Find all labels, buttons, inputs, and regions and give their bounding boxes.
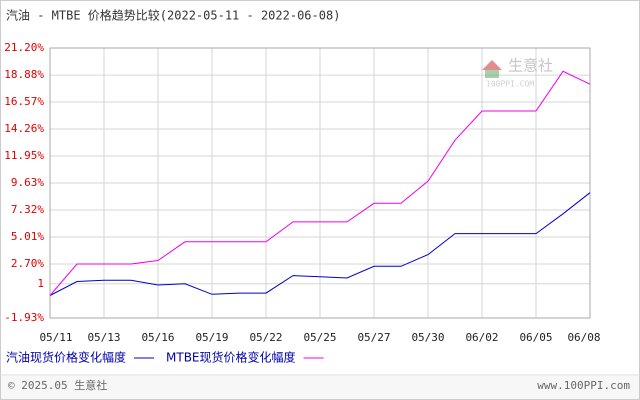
chart-title: 汽油 - MTBE 价格趋势比较(2022-05-11 - 2022-06-08… bbox=[6, 8, 340, 23]
x-tick-label: 05/30 bbox=[411, 331, 444, 344]
x-tick-label: 05/13 bbox=[87, 331, 120, 344]
y-tick-label: 5.01% bbox=[11, 230, 44, 243]
watermark-text: 生意社 bbox=[508, 57, 553, 75]
series-line bbox=[49, 70, 591, 296]
legend-label: 汽油现货价格变化幅度 bbox=[6, 350, 126, 365]
y-tick-label: -1.93% bbox=[4, 311, 44, 324]
x-tick-label: 06/08 bbox=[567, 331, 600, 344]
plot-area bbox=[49, 47, 591, 319]
legend-label: MTBE现货价格变化幅度 bbox=[166, 350, 296, 365]
series-line bbox=[49, 192, 591, 296]
x-tick-label: 05/27 bbox=[357, 331, 390, 344]
x-tick-label: 05/22 bbox=[249, 331, 282, 344]
y-tick-label: 16.57% bbox=[4, 95, 44, 108]
x-tick-label: 05/11 bbox=[39, 331, 72, 344]
y-tick-label: 1 bbox=[37, 277, 44, 290]
y-tick-label: 18.88% bbox=[4, 68, 44, 81]
watermark-url: 100PPI.COM bbox=[486, 80, 534, 89]
y-tick-label: 14.26% bbox=[4, 122, 44, 135]
footer-left: © 2025.05 生意社 bbox=[8, 378, 107, 392]
footer-right: www.100PPI.com bbox=[537, 379, 630, 392]
x-tick-label: 05/25 bbox=[303, 331, 336, 344]
watermark-logo bbox=[482, 60, 502, 70]
y-tick-label: 9.63% bbox=[11, 176, 44, 189]
x-tick-label: 05/19 bbox=[195, 331, 228, 344]
watermark: 生意社 100PPI.COM bbox=[482, 57, 553, 89]
x-tick-label: 06/02 bbox=[465, 331, 498, 344]
y-tick-label: 21.20% bbox=[4, 41, 44, 54]
y-tick-label: 2.70% bbox=[11, 257, 44, 270]
y-tick-label: 7.32% bbox=[11, 203, 44, 216]
x-tick-label: 05/16 bbox=[141, 331, 174, 344]
y-tick-label: 11.95% bbox=[4, 149, 44, 162]
watermark-logo-base bbox=[485, 70, 499, 78]
footer-bg bbox=[1, 376, 639, 399]
x-tick-label: 06/05 bbox=[519, 331, 552, 344]
